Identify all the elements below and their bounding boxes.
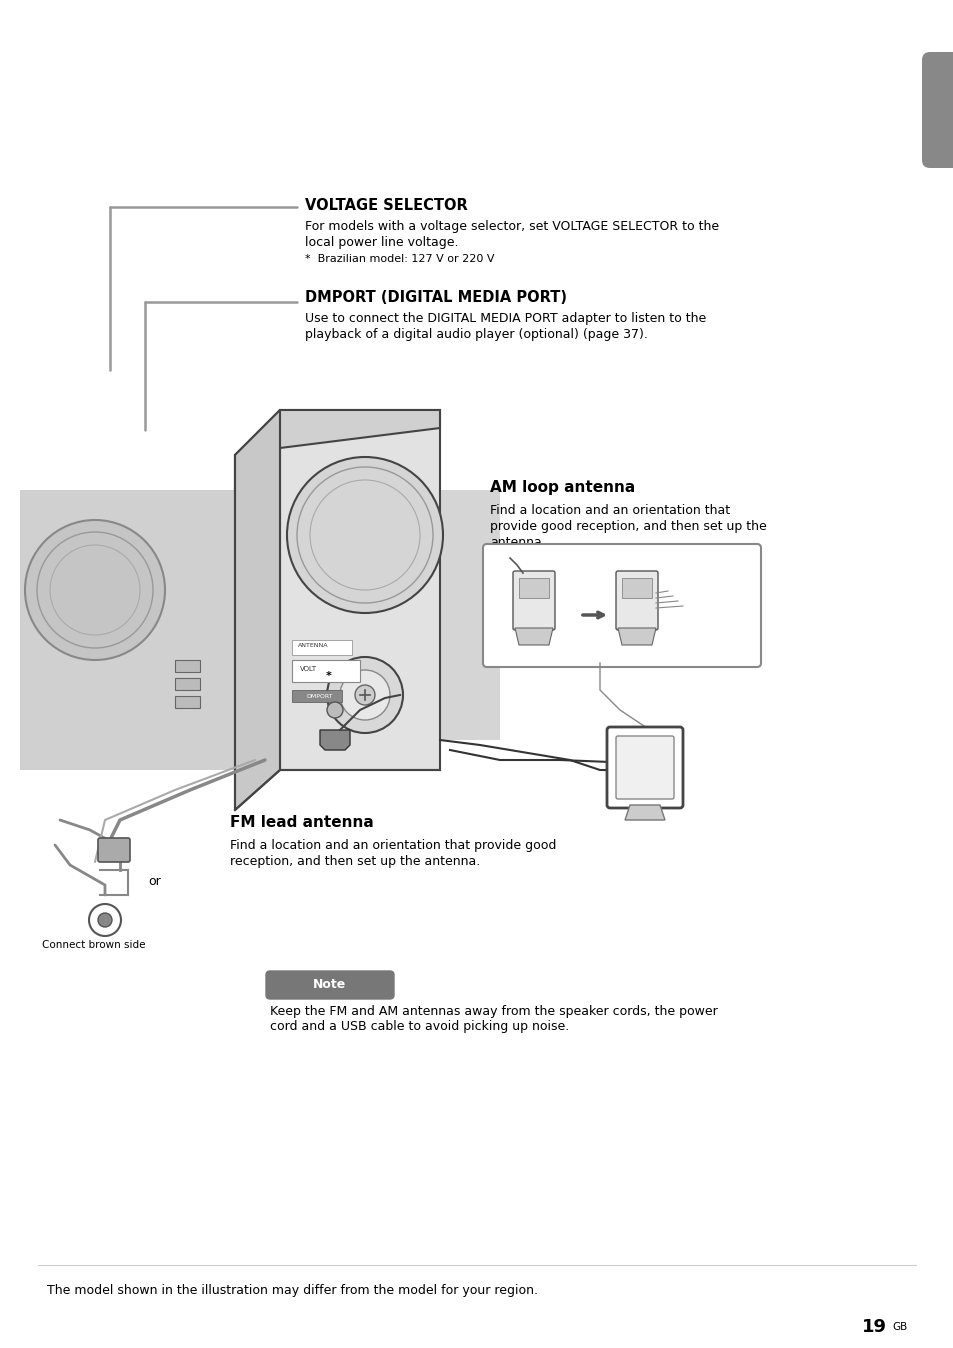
Polygon shape bbox=[234, 410, 439, 492]
Polygon shape bbox=[618, 628, 656, 644]
Bar bbox=[174, 696, 200, 708]
Text: ANTENNA: ANTENNA bbox=[297, 643, 328, 648]
Text: provide good reception, and then set up the: provide good reception, and then set up … bbox=[490, 520, 766, 532]
Circle shape bbox=[287, 457, 442, 613]
Text: *: * bbox=[326, 671, 332, 681]
Text: 19: 19 bbox=[862, 1318, 886, 1336]
Text: or: or bbox=[148, 875, 161, 888]
Circle shape bbox=[89, 905, 121, 936]
Text: antenna.: antenna. bbox=[490, 537, 545, 549]
FancyBboxPatch shape bbox=[513, 572, 555, 630]
FancyBboxPatch shape bbox=[266, 971, 394, 999]
Text: Connect brown side: Connect brown side bbox=[42, 940, 146, 950]
FancyBboxPatch shape bbox=[616, 736, 673, 799]
Bar bbox=[292, 640, 352, 655]
Circle shape bbox=[25, 520, 165, 661]
Polygon shape bbox=[234, 410, 280, 810]
Text: DMPORT: DMPORT bbox=[306, 694, 333, 700]
Polygon shape bbox=[624, 805, 664, 820]
Bar bbox=[518, 578, 548, 599]
Bar bbox=[621, 578, 651, 599]
Bar bbox=[20, 491, 240, 770]
Text: Find a location and an orientation that: Find a location and an orientation that bbox=[490, 504, 729, 518]
Text: VOLT: VOLT bbox=[299, 666, 316, 673]
Text: GB: GB bbox=[891, 1322, 906, 1332]
Bar bbox=[174, 678, 200, 690]
Text: Keep the FM and AM antennas away from the speaker cords, the power: Keep the FM and AM antennas away from th… bbox=[270, 1006, 717, 1018]
Text: Find a location and an orientation that provide good: Find a location and an orientation that … bbox=[230, 838, 556, 852]
Text: *  Brazilian model: 127 V or 220 V: * Brazilian model: 127 V or 220 V bbox=[305, 253, 494, 264]
Text: playback of a digital audio player (optional) (page 37).: playback of a digital audio player (opti… bbox=[305, 328, 647, 341]
Circle shape bbox=[339, 670, 390, 720]
Polygon shape bbox=[515, 628, 553, 644]
Text: cord and a USB cable to avoid picking up noise.: cord and a USB cable to avoid picking up… bbox=[270, 1020, 569, 1033]
Text: Note: Note bbox=[313, 979, 346, 992]
FancyBboxPatch shape bbox=[616, 572, 658, 630]
Text: local power line voltage.: local power line voltage. bbox=[305, 236, 458, 249]
Text: The model shown in the illustration may differ from the model for your region.: The model shown in the illustration may … bbox=[47, 1285, 537, 1297]
FancyBboxPatch shape bbox=[921, 53, 953, 168]
Circle shape bbox=[355, 685, 375, 705]
Text: reception, and then set up the antenna.: reception, and then set up the antenna. bbox=[230, 855, 479, 868]
Text: VOLTAGE SELECTOR: VOLTAGE SELECTOR bbox=[305, 198, 467, 213]
Circle shape bbox=[327, 702, 343, 718]
Bar bbox=[174, 661, 200, 673]
Text: For models with a voltage selector, set VOLTAGE SELECTOR to the: For models with a voltage selector, set … bbox=[305, 220, 719, 233]
Circle shape bbox=[327, 656, 402, 733]
Bar bbox=[292, 690, 341, 702]
Bar bbox=[20, 491, 499, 740]
Circle shape bbox=[98, 913, 112, 927]
FancyBboxPatch shape bbox=[482, 545, 760, 667]
Bar bbox=[292, 661, 359, 682]
Polygon shape bbox=[319, 731, 350, 749]
FancyBboxPatch shape bbox=[98, 838, 130, 861]
Text: Use to connect the DIGITAL MEDIA PORT adapter to listen to the: Use to connect the DIGITAL MEDIA PORT ad… bbox=[305, 311, 705, 325]
Text: FM lead antenna: FM lead antenna bbox=[230, 816, 374, 830]
Text: DMPORT (DIGITAL MEDIA PORT): DMPORT (DIGITAL MEDIA PORT) bbox=[305, 290, 566, 305]
FancyBboxPatch shape bbox=[606, 727, 682, 807]
Polygon shape bbox=[280, 410, 439, 770]
Text: AM loop antenna: AM loop antenna bbox=[490, 480, 635, 495]
